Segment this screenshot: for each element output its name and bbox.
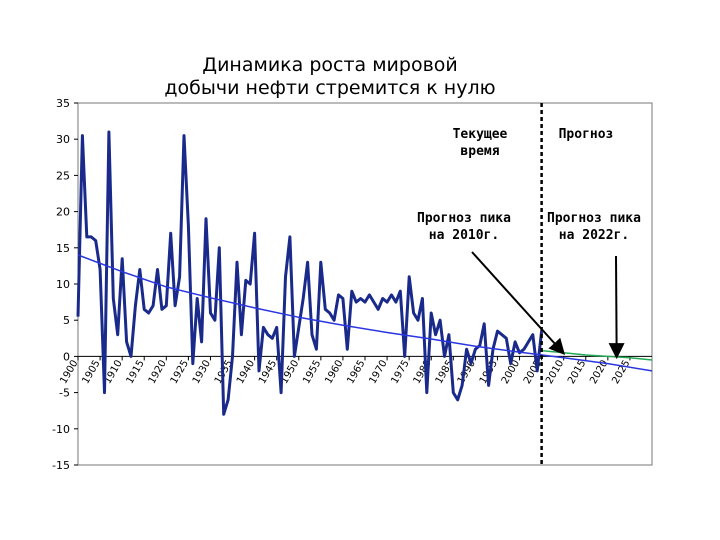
annotation-current-line-2: время	[460, 144, 499, 159]
y-tick-label: -10	[52, 423, 70, 436]
annotation-peak2022-line-1: Прогноз пика	[547, 211, 641, 226]
chart-title: Динамика роста мировой добычи нефти стре…	[100, 54, 560, 100]
y-tick-label: 30	[56, 133, 70, 146]
chart-title-line-2: добычи нефти стремится к нулю	[164, 77, 496, 99]
chart-title-line-1: Динамика роста мировой	[202, 54, 458, 76]
y-tick-label: -5	[59, 387, 70, 400]
annotation-current-line-1: Текущее	[453, 127, 508, 142]
y-tick-label: 10	[56, 278, 70, 291]
x-tick-label: 1900	[58, 358, 80, 386]
y-tick-label: 20	[56, 206, 70, 219]
y-tick-label: 0	[63, 350, 70, 363]
annotation-peak2010-arrow	[471, 251, 566, 355]
y-tick-label: 25	[56, 169, 70, 182]
annotation-peak2010-line-2: на 2010г.	[429, 228, 499, 243]
y-tick-label: 35	[56, 97, 70, 110]
annotation-peak2022-arrow	[608, 255, 625, 360]
y-tick-label: 15	[56, 242, 70, 255]
y-tick-label: 5	[63, 314, 70, 327]
y-tick-label: -15	[52, 459, 70, 472]
annual-growth-line	[76, 130, 544, 416]
plot-frame	[77, 102, 653, 466]
trend-line	[77, 254, 653, 372]
annotation-peak2022-line-2: на 2022г.	[559, 228, 629, 243]
annotation-forecast-line-1: Прогноз	[559, 127, 614, 142]
annotation-peak2010-line-1: Прогноз пика	[417, 211, 511, 226]
